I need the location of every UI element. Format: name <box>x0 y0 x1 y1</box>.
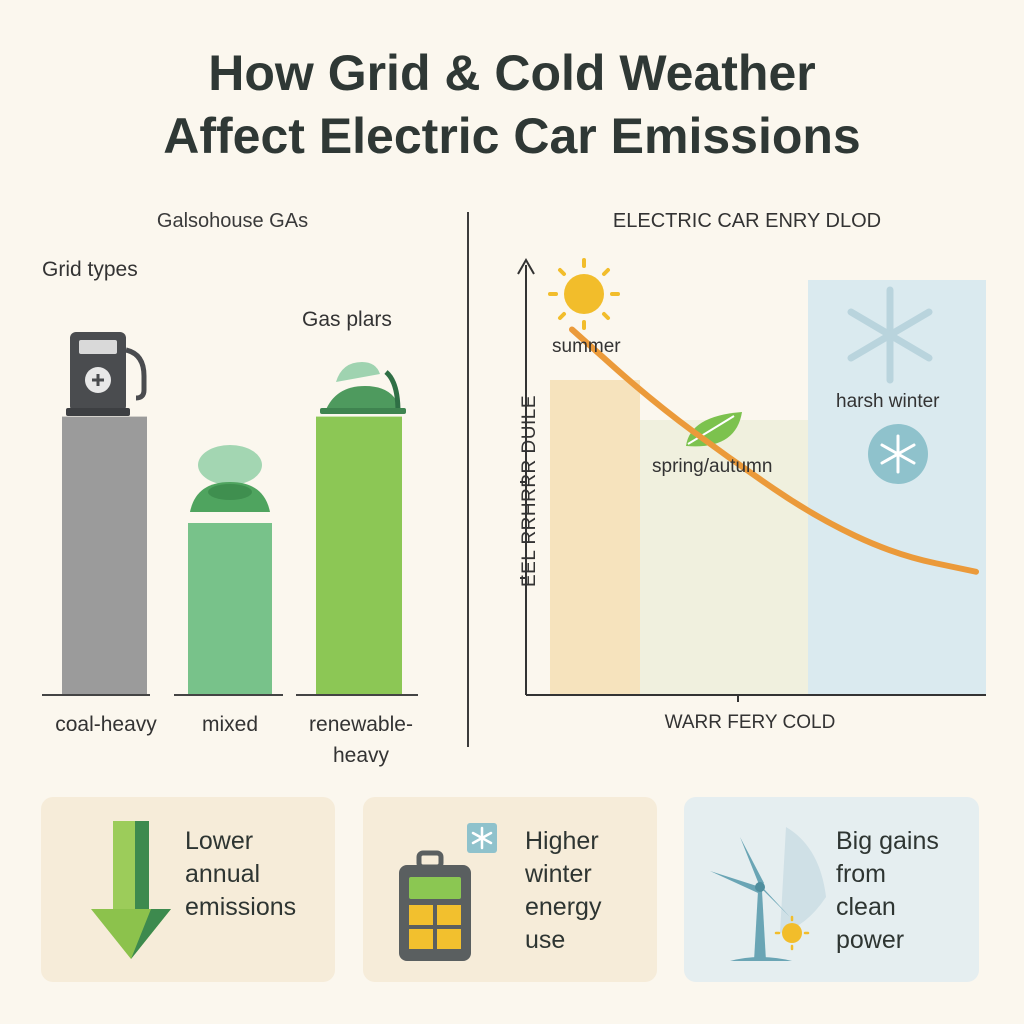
card-3-text: Big gains from clean power <box>836 825 939 957</box>
harsh-winter-label: harsh winter <box>836 391 940 412</box>
category-label-renewable-heavy: renewable-heavy <box>309 713 413 767</box>
card-2-line: energy <box>525 893 602 921</box>
bar-coal-heavy <box>62 416 147 694</box>
summer-label: summer <box>552 336 621 357</box>
sun-icon <box>548 258 620 330</box>
battery-snowflake-icon <box>399 823 497 961</box>
line-chart <box>517 257 986 702</box>
card-1-line: emissions <box>185 893 297 921</box>
category-label-coal-heavy: coal-heavy <box>55 713 157 736</box>
x-axis-label: WARR FERY COLD <box>664 712 836 733</box>
card-lower-emissions: Lower annual emissions <box>41 797 335 982</box>
title-line-2: Affect Electric Car Emissions <box>163 108 861 164</box>
card-higher-winter-energy: Higher winter energy use <box>363 797 657 982</box>
winter-band <box>808 280 986 695</box>
summer-band <box>550 380 640 695</box>
fuel-pump-icon <box>66 332 147 416</box>
green-machine-icon <box>320 362 406 414</box>
card-1-line: annual <box>185 860 261 888</box>
panel-divider <box>467 212 469 747</box>
large-snowflake-icon <box>847 286 933 384</box>
card-3-line: from <box>836 860 886 888</box>
down-arrow-icon <box>91 821 171 959</box>
gas-plants-annotation: Gas plars <box>302 308 392 331</box>
bar-icons <box>66 332 406 512</box>
card-2-line: use <box>525 926 566 954</box>
card-2-line: winter <box>525 860 592 888</box>
card-3-line: Big gains <box>836 827 939 855</box>
spring-autumn-band <box>640 420 808 695</box>
bar-chart <box>42 332 418 696</box>
y-axis-label: EEL RRHRRR DUILE <box>519 394 540 588</box>
emissions-line <box>569 326 979 575</box>
bar-renewable-heavy <box>316 416 402 694</box>
bar-chart-title: Galsohouse GAs <box>156 210 309 232</box>
card-clean-power-gains: Big gains from clean power <box>684 797 979 982</box>
green-blob-icon <box>190 445 270 512</box>
snowflake-badge-icon <box>868 424 928 484</box>
title-line-1: How Grid & Cold Weather <box>208 45 816 101</box>
page-title: How Grid & Cold Weather Affect Electric … <box>0 42 1024 168</box>
category-label-mixed: mixed <box>201 713 259 736</box>
card-2-line: Higher <box>525 827 599 855</box>
wind-turbine-icon <box>710 827 826 961</box>
card-3-line: clean <box>836 893 896 921</box>
card-1-text: Lower annual emissions <box>185 825 296 924</box>
card-3-line: power <box>836 926 905 954</box>
card-1-line: Lower <box>185 827 254 855</box>
card-2-text: Higher winter energy use <box>525 825 601 957</box>
spring-autumn-label: spring/autumn <box>652 456 773 477</box>
line-chart-title: ELECTRIC CAR ENRY DLOD <box>612 210 882 232</box>
y-axis-arrow <box>517 257 535 275</box>
grid-types-label: Grid types <box>42 258 138 281</box>
bar-mixed <box>188 523 272 694</box>
